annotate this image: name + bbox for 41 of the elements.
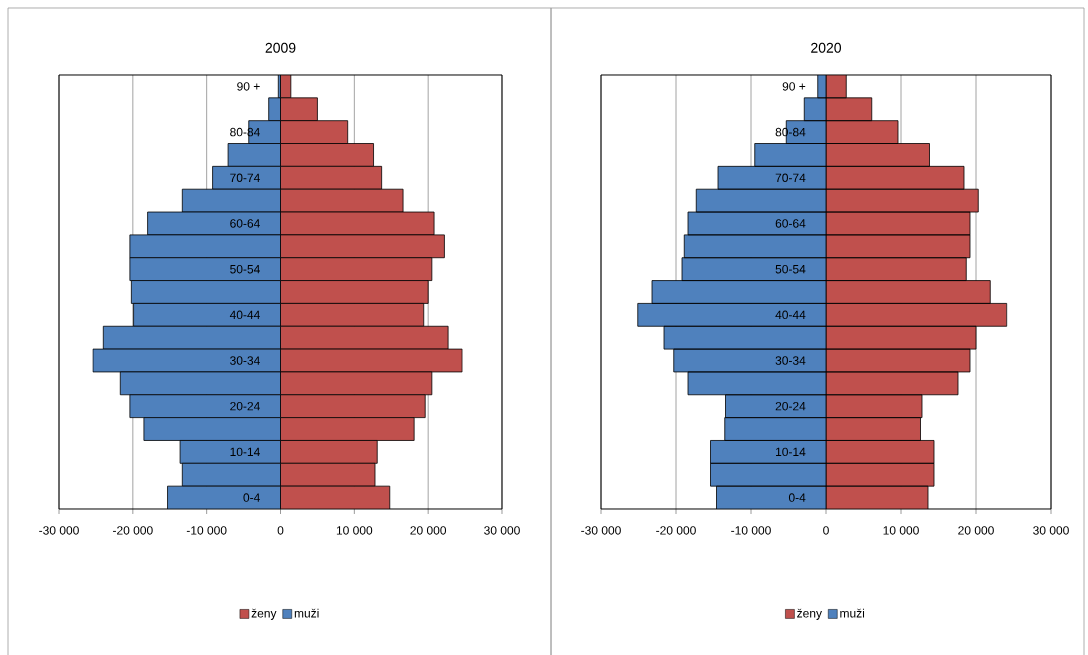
y-tick-label: 70-74 — [775, 173, 806, 183]
legend-label: muži — [840, 608, 865, 618]
y-tick-label: 90 + — [237, 82, 260, 91]
x-tick-label: -20 000 — [656, 526, 696, 535]
y-tick-label: 0-4 — [243, 493, 260, 502]
y-tick-label: 10-14 — [230, 447, 260, 457]
bar — [825, 211, 971, 236]
legend-label: muži — [294, 608, 319, 618]
y-tick-label: 60-64 — [775, 219, 806, 228]
y-tick-label: 70-74 — [230, 173, 260, 183]
x-tick-label: 20 000 — [410, 526, 447, 535]
x-tick-label: 10 000 — [883, 526, 919, 535]
y-tick-label: 50-54 — [775, 264, 806, 274]
x-tick-label: -30 000 — [39, 526, 79, 535]
bar — [825, 485, 929, 509]
y-tick-label: 20-24 — [775, 401, 806, 411]
y-tick-label: 30-34 — [775, 356, 806, 365]
x-tick-label: 30 000 — [1033, 526, 1069, 535]
legend-label: ženy — [251, 608, 277, 620]
x-tick-label: -30 000 — [581, 526, 621, 535]
x-tick-label: 0 — [823, 526, 829, 535]
y-tick-label: 0-4 — [788, 493, 806, 502]
x-tick-label: -10 000 — [731, 526, 771, 535]
y-tick-label: 10-14 — [776, 447, 806, 457]
x-tick-label: 30 000 — [484, 526, 520, 535]
x-tick-label: 20 000 — [958, 526, 994, 535]
legend-label: ženy — [797, 608, 822, 620]
y-tick-label: 60-64 — [230, 219, 260, 228]
y-tick-label: 40-44 — [775, 310, 806, 320]
x-tick-label: 0 — [277, 526, 284, 535]
y-tick-label: 30-34 — [230, 356, 260, 365]
x-tick-label: 10 000 — [336, 526, 373, 535]
x-tick-label: -20 000 — [113, 526, 153, 535]
bar — [825, 348, 971, 373]
x-tick-label: -10 000 — [186, 526, 227, 535]
y-tick-label: 50-54 — [230, 264, 260, 274]
y-tick-label: 20-24 — [230, 401, 260, 411]
chart-title: 2020 — [811, 42, 842, 53]
chart-title: 2009 — [265, 42, 296, 53]
y-tick-label: 40-44 — [229, 310, 260, 320]
y-tick-label: 90 + — [782, 82, 806, 91]
